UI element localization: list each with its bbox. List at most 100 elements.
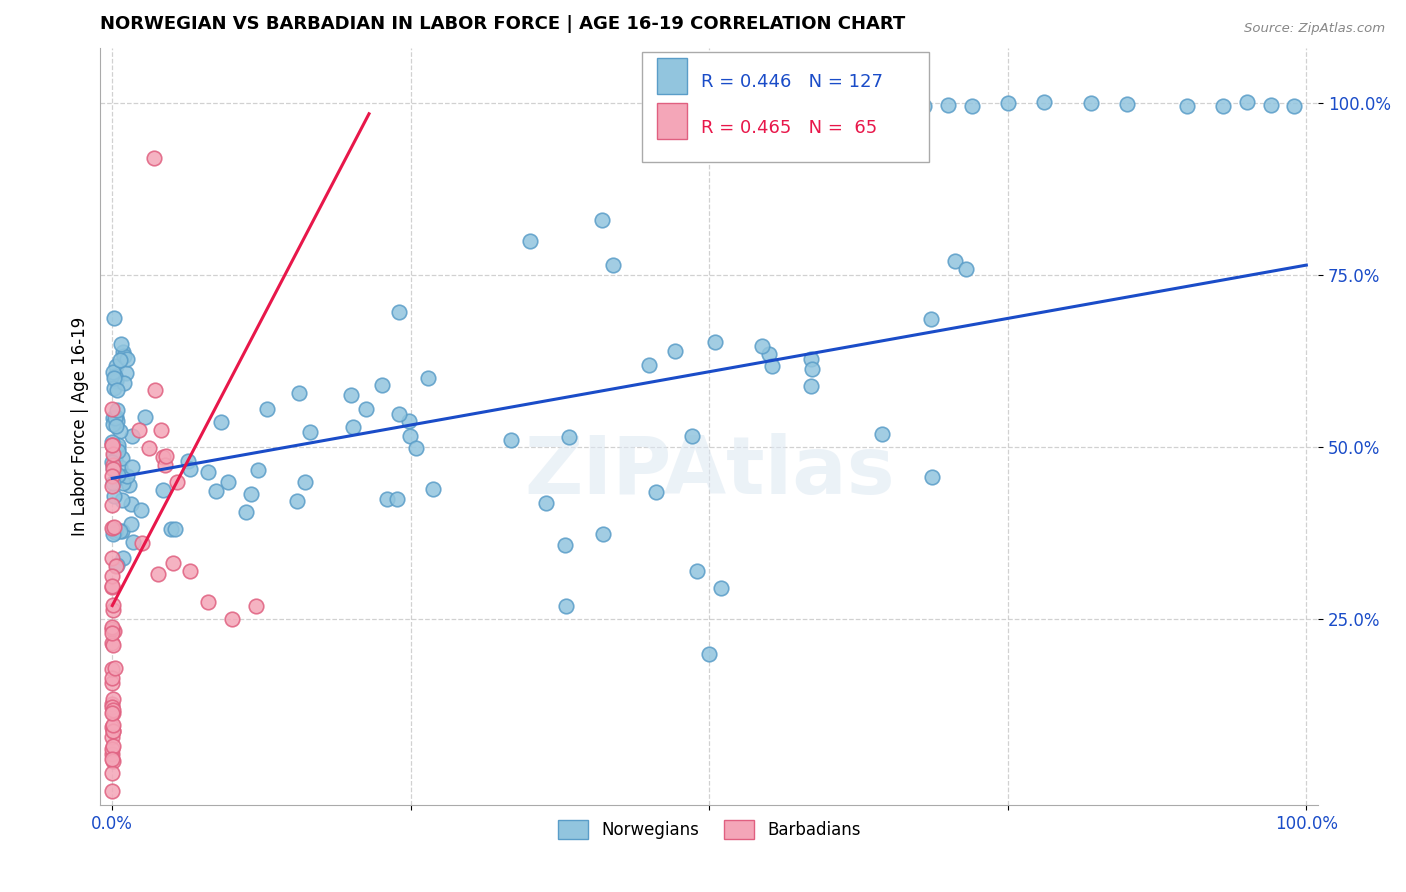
Point [118,478,141,492]
Point [101,766,124,780]
Point [128,423,150,437]
Point [122,534,145,549]
Point [645,485,668,500]
Point [602,258,624,272]
Point [101,434,124,449]
Point [704,334,727,349]
Point [800,378,823,392]
Point [1116,97,1139,112]
Point [101,662,124,676]
Point [101,699,124,714]
Point [101,458,124,473]
Text: Source: ZipAtlas.com: Source: ZipAtlas.com [1244,22,1385,36]
Point [422,482,444,496]
Point [108,524,131,538]
Point [592,526,614,541]
Point [101,469,124,483]
Point [299,425,322,439]
Point [150,424,173,438]
Point [288,386,311,401]
Point [101,720,124,734]
Point [110,337,132,351]
Point [107,468,129,483]
Point [103,598,125,612]
Point [104,369,127,384]
Point [111,451,134,466]
Point [591,213,613,227]
Bar [657,57,688,94]
Point [101,401,124,416]
Point [221,612,243,626]
Point [920,311,942,326]
Point [105,410,128,425]
Point [103,381,125,395]
Point [101,739,124,754]
Point [197,595,219,609]
Point [101,523,124,537]
Bar [657,103,688,139]
Point [101,638,124,652]
Point [800,351,823,366]
Point [177,454,200,468]
Point [101,411,124,425]
Point [101,671,124,685]
Point [1032,95,1054,109]
Point [205,483,228,498]
Point [1284,99,1306,113]
Point [217,475,239,489]
Point [101,747,124,761]
Point [103,365,125,379]
Point [405,441,427,455]
Point [101,479,124,493]
Point [101,691,124,706]
Point [101,752,124,766]
Point [101,698,124,712]
Point [111,551,134,566]
Point [872,426,894,441]
Point [101,551,124,566]
Point [399,429,422,443]
Point [101,723,124,738]
Point [101,622,124,636]
Point [681,429,703,443]
Point [105,402,128,417]
Point [120,497,142,511]
Point [101,438,124,452]
Point [912,99,935,113]
Point [107,437,129,451]
Point [761,359,783,374]
Point [354,401,377,416]
Point [101,706,124,721]
Point [342,420,364,434]
Point [105,558,128,573]
Point [107,441,129,455]
Point [101,521,124,535]
Point [375,491,398,506]
Point [117,469,139,483]
Point [101,723,124,738]
Point [114,366,136,380]
Point [554,538,576,552]
Point [710,582,733,596]
Point [101,625,124,640]
Point [256,401,278,416]
Text: R = 0.446   N = 127: R = 0.446 N = 127 [700,73,883,91]
Point [152,450,174,464]
Point [955,262,977,277]
Point [143,152,166,166]
Point [385,492,408,507]
Point [101,498,124,512]
Point [111,345,134,359]
Point [101,741,124,756]
Point [104,359,127,373]
Point [146,567,169,582]
Point [117,352,139,367]
Point [155,458,177,473]
Point [101,461,124,475]
Point [294,475,316,489]
Point [101,462,124,476]
Point [103,489,125,503]
Point [121,460,143,475]
Point [1080,96,1102,111]
Point [101,717,124,731]
